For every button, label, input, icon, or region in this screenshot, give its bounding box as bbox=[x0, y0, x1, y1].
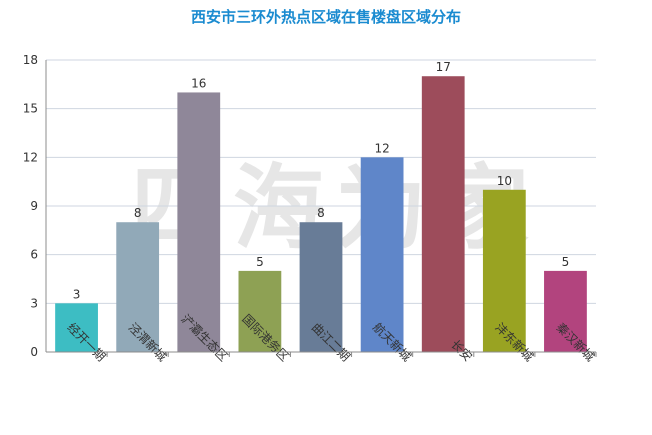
data-label: 5 bbox=[256, 255, 264, 269]
bar bbox=[299, 222, 343, 352]
bar bbox=[116, 222, 160, 352]
data-labels: 3 8 16 5 8 12 17 10 5 bbox=[73, 60, 570, 301]
bar bbox=[482, 189, 526, 352]
bar bbox=[177, 92, 221, 352]
chart-title: 西安市三环外热点区域在售楼盘区域分布 bbox=[190, 8, 461, 26]
y-tick-label: 18 bbox=[23, 53, 38, 67]
bar bbox=[238, 270, 282, 352]
data-label: 8 bbox=[134, 206, 142, 220]
data-label: 10 bbox=[497, 174, 512, 188]
y-axis: 0 3 6 9 12 15 18 bbox=[23, 53, 47, 359]
data-label: 8 bbox=[317, 206, 325, 220]
data-label: 17 bbox=[436, 60, 451, 74]
data-label: 5 bbox=[562, 255, 570, 269]
bar bbox=[544, 270, 587, 352]
y-tick-label: 12 bbox=[23, 150, 38, 164]
data-label: 12 bbox=[374, 141, 389, 155]
bars bbox=[55, 76, 587, 352]
y-tick-label: 15 bbox=[23, 102, 38, 116]
y-tick-label: 0 bbox=[30, 345, 38, 359]
bar bbox=[421, 76, 465, 352]
y-tick-label: 9 bbox=[30, 199, 38, 213]
data-label: 16 bbox=[191, 76, 206, 90]
y-tick-label: 6 bbox=[30, 248, 38, 262]
bar bbox=[360, 157, 404, 352]
bar bbox=[55, 303, 98, 352]
data-label: 3 bbox=[73, 287, 81, 301]
y-tick-label: 3 bbox=[30, 296, 38, 310]
